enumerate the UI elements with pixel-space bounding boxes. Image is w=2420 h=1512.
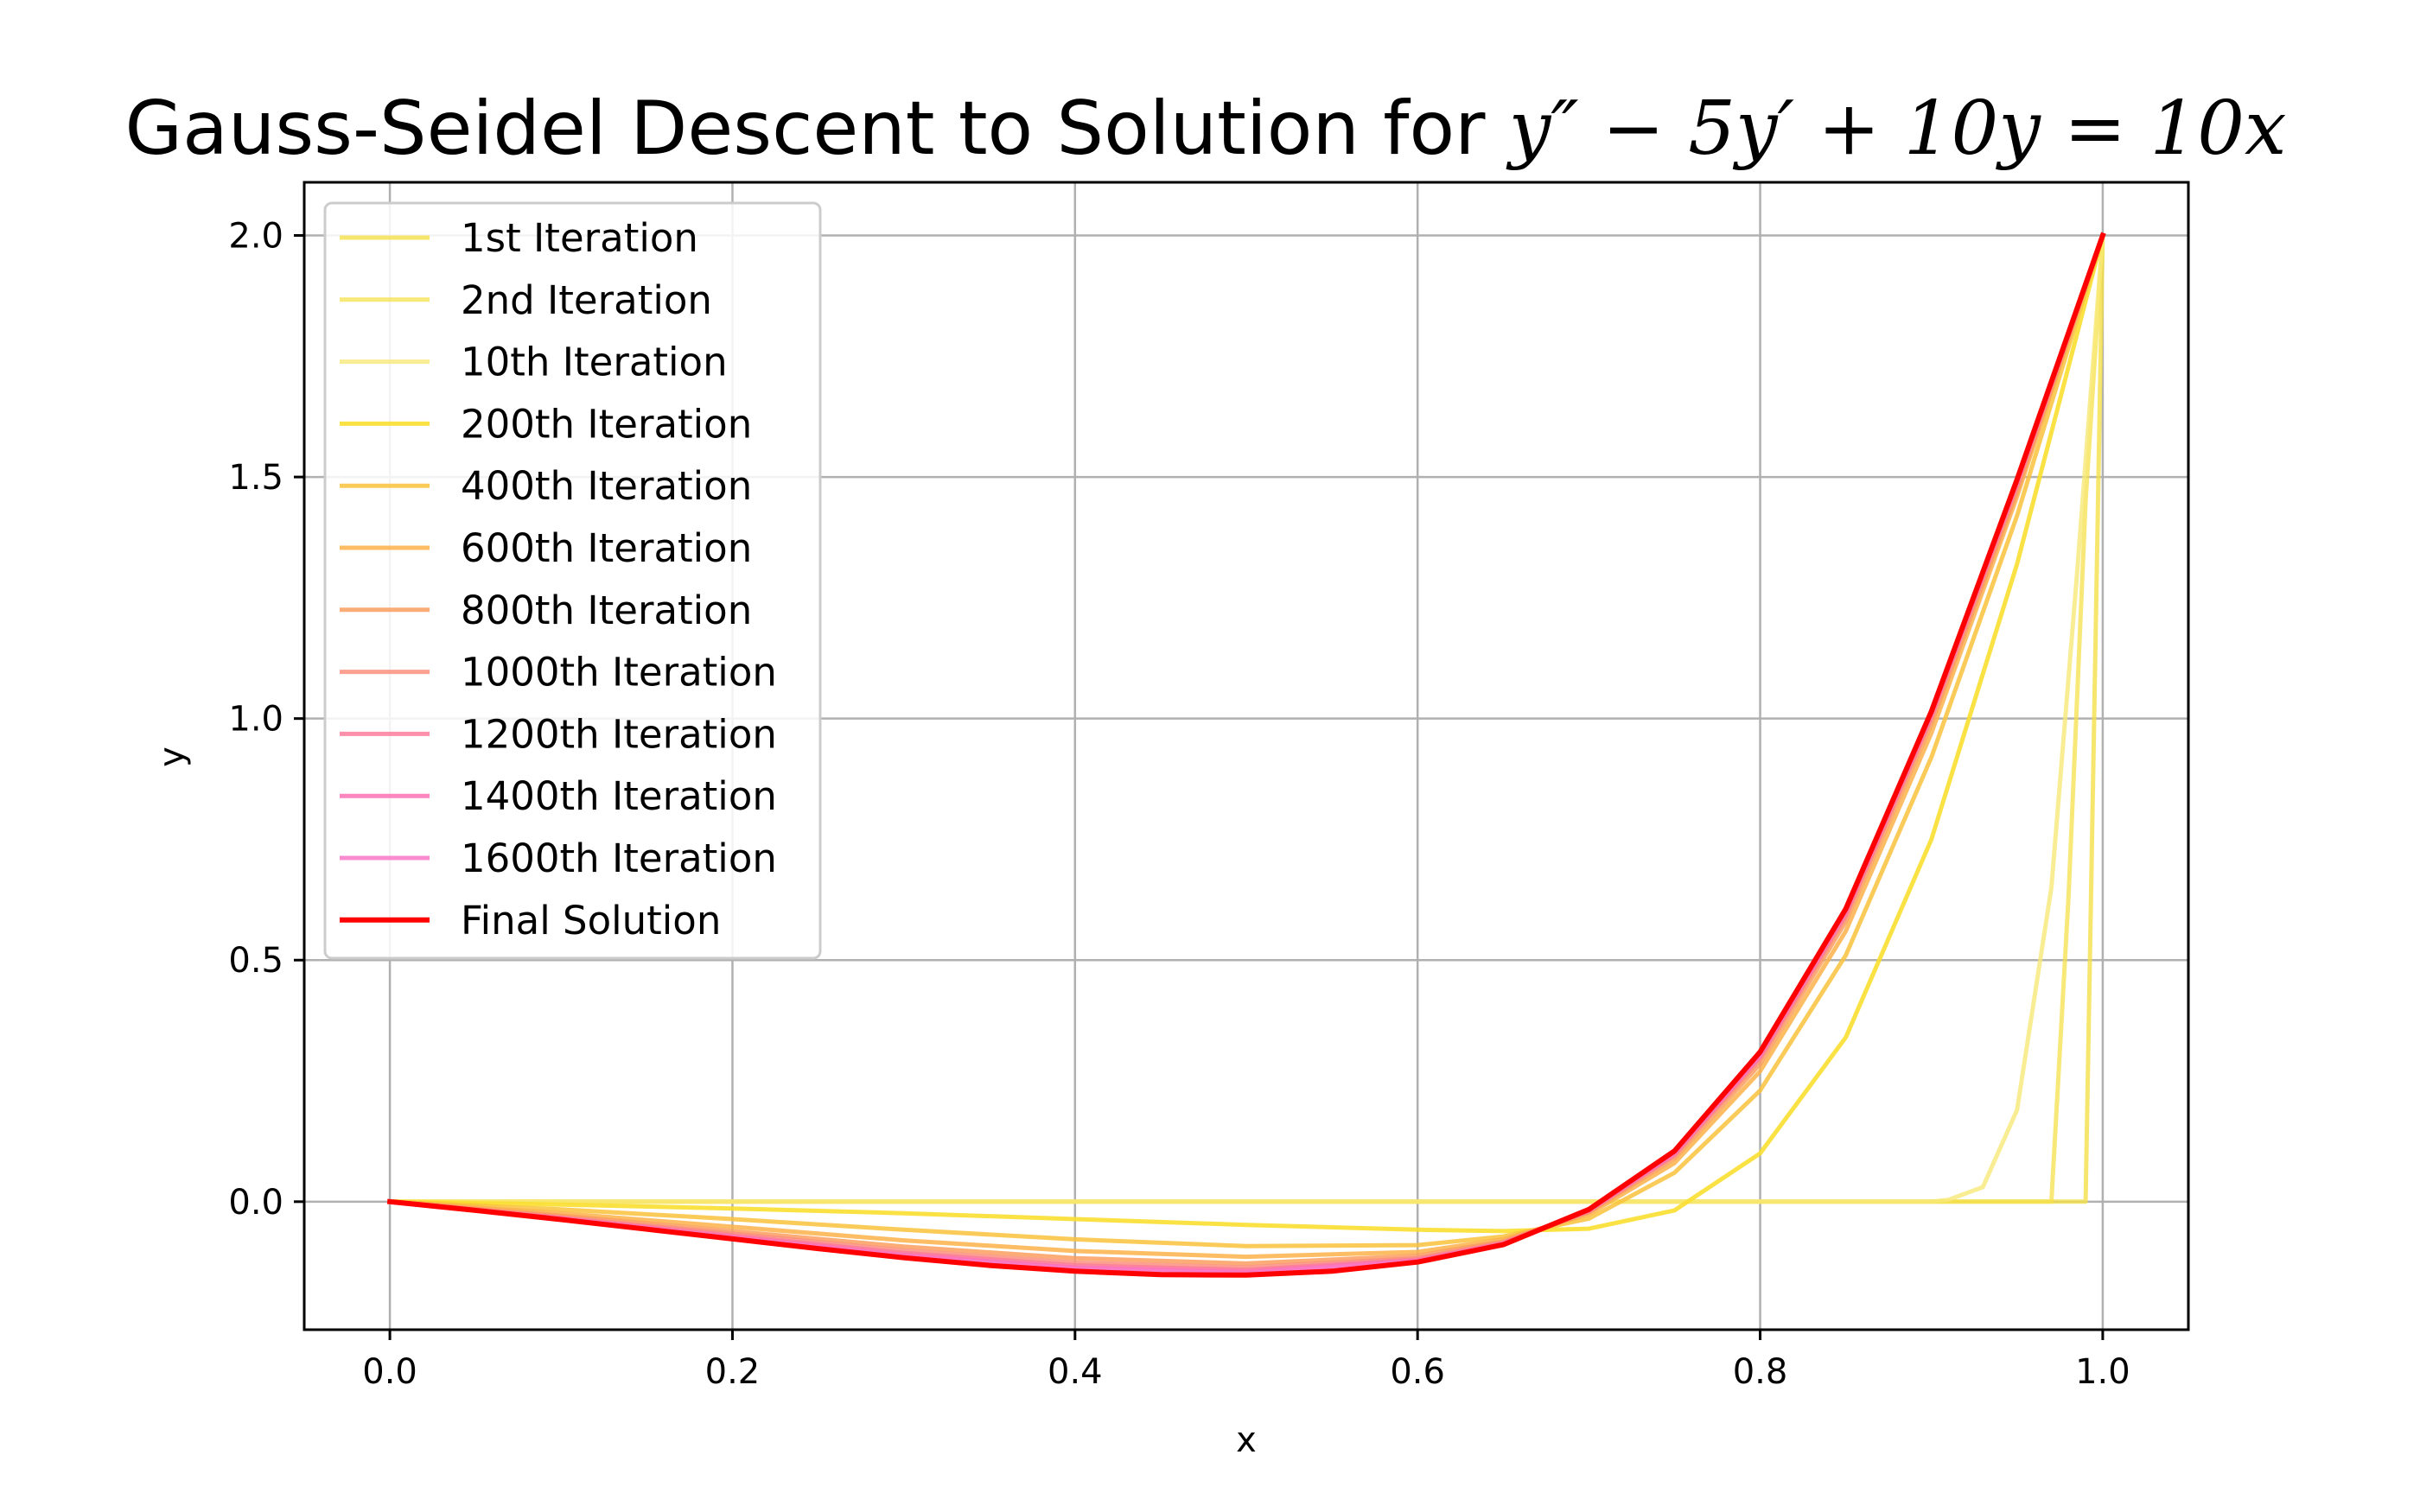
legend-label: 400th Iteration [461,463,752,509]
legend-label: 1200th Iteration [461,711,777,757]
x-tick-label: 0.4 [1048,1352,1103,1392]
x-tick-label: 0.8 [1733,1352,1788,1392]
legend-label: 1400th Iteration [461,773,777,819]
legend-label: 2nd Iteration [461,277,712,323]
x-axis-label: x [1236,1420,1257,1460]
series-lines [386,232,2106,1278]
legend-label: 1000th Iteration [461,650,777,696]
legend-label: 10th Iteration [461,340,728,385]
y-axis-label: y [152,746,192,767]
series-line-final-solution [386,232,2106,1278]
x-tick-label: 0.6 [1390,1352,1445,1392]
chart-title-prefix: Gauss-Seidel Descent to Solution for [125,86,1509,172]
legend-box [323,201,822,960]
series-line-400th-iteration [387,232,2106,1248]
legend-entries: 1st Iteration 2nd Iteration 10th Iteration… [340,215,777,943]
legend: 1st Iteration 2nd Iteration 10th Iteration… [323,201,822,960]
chart-title: Gauss-Seidel Descent to Solution for y″ … [125,86,2287,172]
legend-label: 1600th Iteration [461,835,777,881]
plot-frame [302,181,2190,1331]
legend-label: 1st Iteration [461,215,698,261]
chart-title-equation: y″ − 5y′ + 10y = 10x [1506,86,2287,172]
y-tick-label: 2.0 [228,217,283,257]
y-tick-label: 1.5 [228,458,283,498]
x-tick-label: 0.0 [362,1352,417,1392]
axis-ticks: 0.0 0.2 0.4 0.6 0.8 1.0 0.0 0.5 1.0 1.5 2.0 [228,217,2130,1392]
y-tick-label: 1.0 [228,700,283,740]
x-tick-label: 0.2 [705,1352,761,1392]
x-tick-label: 1.0 [2075,1352,2130,1392]
series-line-10th-iteration [387,232,2105,1204]
series-line-200th-iteration [387,232,2105,1234]
legend-label: 200th Iteration [461,401,752,447]
legend-label: Final Solution [461,898,721,943]
y-tick-label: 0.5 [228,941,283,981]
y-tick-label: 0.0 [228,1183,283,1223]
legend-label: 800th Iteration [461,588,752,633]
legend-label: 600th Iteration [461,525,752,571]
